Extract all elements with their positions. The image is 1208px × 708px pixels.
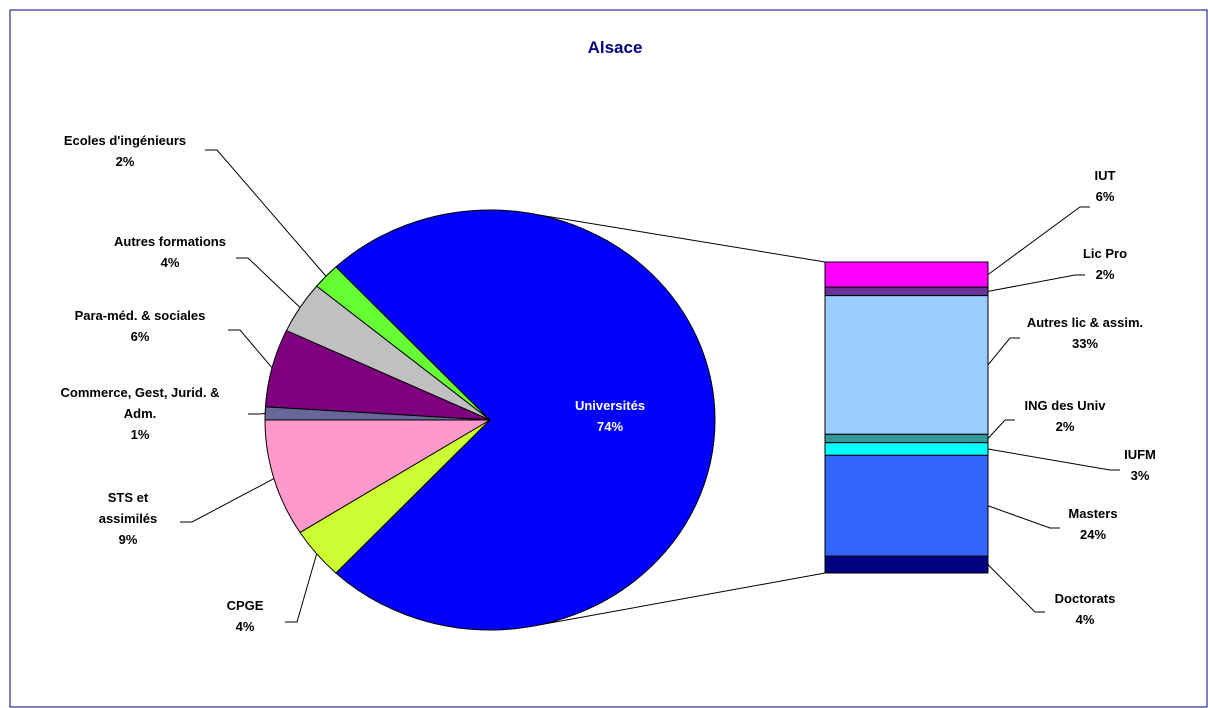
slice-value-label: 4%	[236, 619, 255, 634]
bar-segment	[824, 454, 989, 557]
leader-line	[285, 553, 318, 623]
slice-value-label: 6%	[131, 329, 150, 344]
bar-value-label: 6%	[1096, 189, 1115, 204]
chart-title: Alsace	[588, 38, 643, 57]
bar-label: IUT	[1095, 168, 1116, 183]
bar-value-label: 33%	[1072, 336, 1098, 351]
slice-label: Para-méd. & sociales	[75, 308, 206, 323]
slice-value-label: 2%	[116, 154, 135, 169]
bar-value-label: 4%	[1076, 612, 1095, 627]
bar-segment	[824, 555, 989, 574]
leader-line	[205, 149, 327, 277]
bar-label: Lic Pro	[1083, 246, 1127, 261]
slice-label: Ecoles d'ingénieurs	[64, 133, 186, 148]
bar-label: IUFM	[1124, 447, 1156, 462]
bar-label: Masters	[1068, 506, 1117, 521]
bar-segment	[824, 442, 989, 456]
bar-segment	[824, 295, 989, 435]
pie-slice	[264, 419, 492, 534]
leader-line	[987, 448, 1120, 471]
leader-line	[248, 412, 266, 415]
leader-line	[987, 419, 1015, 439]
bar-value-label: 2%	[1096, 267, 1115, 282]
leader-line	[987, 505, 1060, 529]
bar-segment	[824, 286, 989, 297]
connector-line	[536, 572, 826, 626]
leader-line	[987, 337, 1020, 366]
leader-line	[987, 206, 1090, 276]
slice-label: CPGE	[227, 598, 264, 613]
slice-label: STS et assimilés	[99, 490, 158, 526]
bar-label: Autres lic & assim.	[1027, 315, 1143, 330]
slice-label: Universités	[575, 398, 645, 413]
bar-segment	[824, 261, 989, 288]
bar-label: ING des Univ	[1025, 398, 1107, 413]
slice-value-label: 4%	[161, 255, 180, 270]
leader-line	[228, 329, 273, 369]
leader-line	[180, 478, 275, 523]
leader-line	[987, 564, 1045, 613]
bar-value-label: 2%	[1056, 419, 1075, 434]
slice-label: Commerce, Gest, Jurid. & Adm.	[61, 385, 220, 421]
slice-value-label: 74%	[597, 419, 623, 434]
slice-value-label: 9%	[119, 532, 138, 547]
leader-line	[236, 257, 301, 308]
slice-value-label: 1%	[131, 427, 150, 442]
slice-label: Autres formations	[114, 234, 226, 249]
leader-line	[987, 274, 1085, 292]
bar-label: Doctorats	[1055, 591, 1116, 606]
bar-value-label: 3%	[1131, 468, 1150, 483]
bar-value-label: 24%	[1080, 527, 1106, 542]
bar-segment	[824, 433, 989, 444]
pie-slice	[335, 209, 716, 631]
connector-line	[536, 214, 826, 263]
